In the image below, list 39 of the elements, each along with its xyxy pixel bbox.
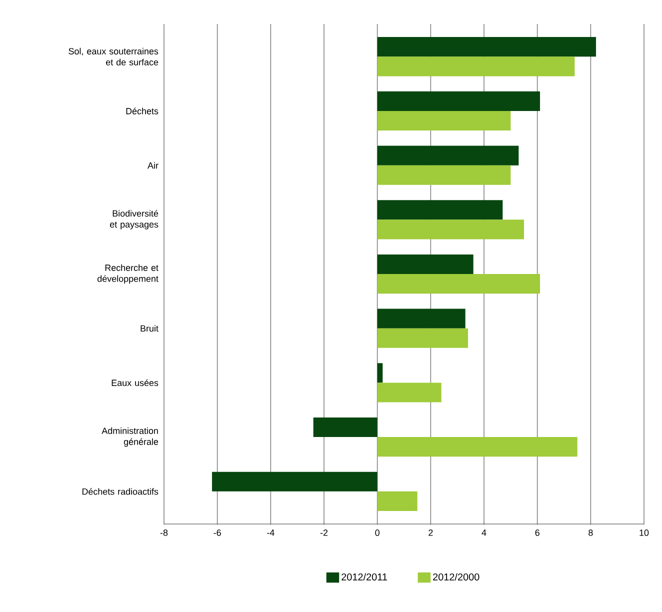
x-tick-label: 10: [640, 530, 649, 536]
bar: [377, 308, 466, 328]
x-tick-label: 0: [375, 530, 380, 536]
y-tick-label: Recherche et développement: [98, 264, 158, 284]
x-tick-label: -4: [267, 530, 274, 536]
bar: [377, 254, 474, 274]
y-tick-label: Eaux usées: [112, 379, 158, 386]
bar: [377, 165, 511, 185]
x-tick-label: -8: [160, 530, 168, 536]
bar: [377, 146, 519, 166]
x-tick-label: 8: [588, 530, 593, 536]
x-tick-label: -6: [214, 530, 221, 536]
bar: [377, 437, 578, 457]
x-tick-label: 2: [428, 530, 433, 536]
bar: [377, 274, 540, 294]
y-tick-label: Air: [148, 162, 158, 169]
bar: [212, 472, 378, 492]
bar: [377, 56, 575, 76]
x-tick-label: 4: [482, 530, 486, 536]
y-tick-label: Bruit: [140, 325, 158, 332]
x-tick-label: -2: [320, 530, 328, 536]
bar: [377, 91, 540, 111]
x-tick-label: 6: [535, 530, 540, 536]
legend-label: 2012/2011: [342, 573, 387, 580]
bar: [377, 110, 511, 131]
y-tick-label: Déchets: [126, 108, 158, 114]
legend-label: 2012/2000: [433, 573, 480, 580]
bar: [377, 491, 418, 511]
bar: [377, 220, 524, 240]
bar: [377, 328, 468, 348]
y-tick-label: Déchets radioactifs: [82, 488, 158, 495]
bar: [377, 382, 442, 402]
y-tick-label: Biodiversité et paysages: [110, 210, 158, 230]
bar: [377, 200, 503, 220]
bar: [377, 363, 383, 383]
bar: [377, 37, 596, 57]
y-tick-label: Sol, eaux souterraines et de surface: [68, 48, 158, 66]
y-tick-label: Administration générale: [102, 427, 158, 447]
bar: [313, 417, 378, 438]
